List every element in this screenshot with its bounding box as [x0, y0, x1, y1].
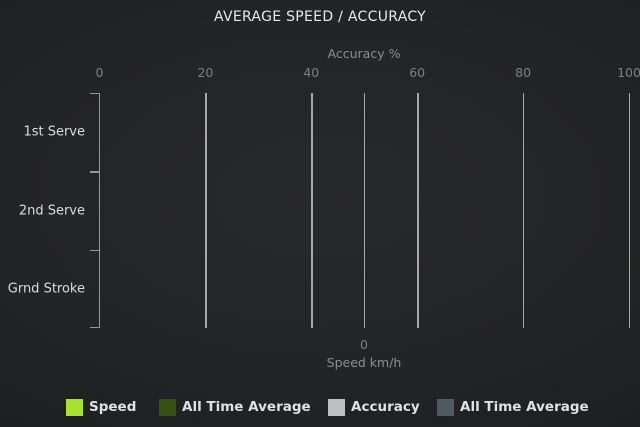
gridline-accuracy-20: [205, 93, 207, 328]
legend-label: Speed: [89, 399, 137, 415]
gridline-accuracy-80: [523, 93, 525, 328]
legend-swatch-icon: [437, 399, 454, 416]
legend-swatch-icon: [159, 399, 176, 416]
category-label-1st-serve: 1st Serve: [23, 124, 85, 140]
bottom-axis-title: Speed km/h: [326, 355, 402, 370]
legend-label: Accuracy: [351, 399, 420, 415]
legend-label: All Time Average: [182, 399, 311, 415]
top-axis-tick-100: 100: [617, 65, 640, 80]
legend-label: All Time Average: [460, 399, 589, 415]
y-axis-tick-mark: [90, 326, 100, 328]
y-axis-tick-mark: [90, 249, 100, 251]
top-axis-tick-60: 60: [409, 65, 426, 80]
legend-item-3: All Time Average: [437, 399, 589, 416]
category-label-2nd-serve: 2nd Serve: [18, 203, 85, 218]
y-axis-tick-mark: [90, 171, 100, 173]
legend-item-1: All Time Average: [159, 399, 311, 416]
top-axis-title: Accuracy %: [327, 46, 401, 61]
legend-item-2: Accuracy: [328, 399, 420, 416]
chart-title: AVERAGE SPEED / ACCURACY: [213, 9, 427, 25]
y-axis-line: [99, 93, 101, 328]
y-axis-tick-mark: [90, 93, 100, 95]
category-label-grnd-stroke: Grnd Stroke: [7, 281, 85, 297]
top-axis-tick-80: 80: [515, 65, 532, 80]
gridline-speed-0: [363, 93, 365, 328]
gridline-accuracy-100: [629, 93, 631, 328]
top-axis-tick-40: 40: [303, 65, 320, 80]
legend-swatch-icon: [66, 399, 83, 416]
bottom-axis-tick-label: 0: [360, 337, 368, 352]
legend-item-0: Speed: [66, 399, 136, 416]
gridline-accuracy-60: [417, 93, 419, 328]
top-axis-tick-0: 0: [95, 65, 104, 80]
gridline-accuracy-40: [311, 93, 313, 328]
legend-swatch-icon: [328, 399, 345, 416]
top-axis-tick-20: 20: [197, 65, 214, 80]
